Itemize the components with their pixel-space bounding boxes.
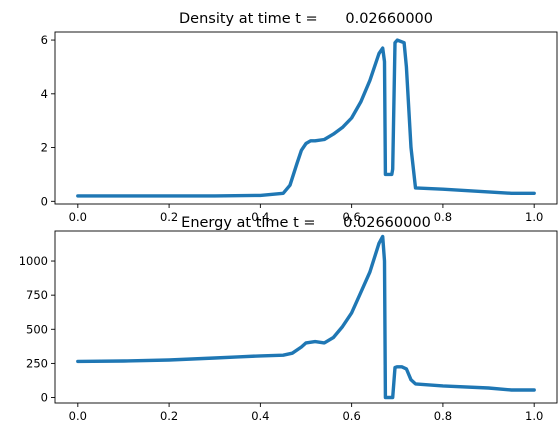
- x-tick-label: 0.4: [251, 409, 269, 423]
- x-tick-label: 0.0: [69, 409, 87, 423]
- chart-title: Energy at time t = 0.02660000: [181, 215, 431, 231]
- y-tick-label: 750: [26, 288, 48, 302]
- x-tick-label: 0.2: [160, 409, 178, 423]
- x-tick-label: 1.0: [525, 210, 543, 224]
- x-tick-label: 1.0: [525, 409, 543, 423]
- x-tick-label: 0.4: [251, 210, 269, 224]
- y-tick-label: 500: [26, 322, 48, 336]
- x-tick-label: 0.0: [69, 210, 87, 224]
- y-tick-label: 4: [41, 87, 48, 101]
- y-tick-label: 2: [41, 141, 48, 155]
- density-chart: 0.0 0.2 0.4 0.6 0.8 1.0 0 2 4 6 Density at time t …: [41, 11, 558, 224]
- series-line-0: [76, 38, 536, 198]
- axes-frame: [54, 230, 558, 404]
- y-tick-label: 1000: [19, 254, 48, 268]
- y-tick-label: 250: [26, 356, 48, 370]
- series-line-0: [76, 234, 536, 400]
- x-tick-label: 0.6: [342, 409, 360, 423]
- y-tick-label: 0: [41, 391, 48, 405]
- x-tick-label: 0.8: [434, 409, 452, 423]
- x-tick-label: 0.2: [160, 210, 178, 224]
- chart-title: Density at time t = 0.02660000: [179, 11, 433, 27]
- y-tick-label: 0: [41, 194, 48, 208]
- y-tick-label: 6: [41, 33, 48, 47]
- x-tick-label: 0.8: [434, 210, 452, 224]
- energy-chart: 0.0 0.2 0.4 0.6 0.8 1.0 0 250 500 750 1000 Energy a…: [19, 215, 558, 423]
- x-tick-label: 0.6: [342, 210, 360, 224]
- axes-frame: [54, 31, 558, 205]
